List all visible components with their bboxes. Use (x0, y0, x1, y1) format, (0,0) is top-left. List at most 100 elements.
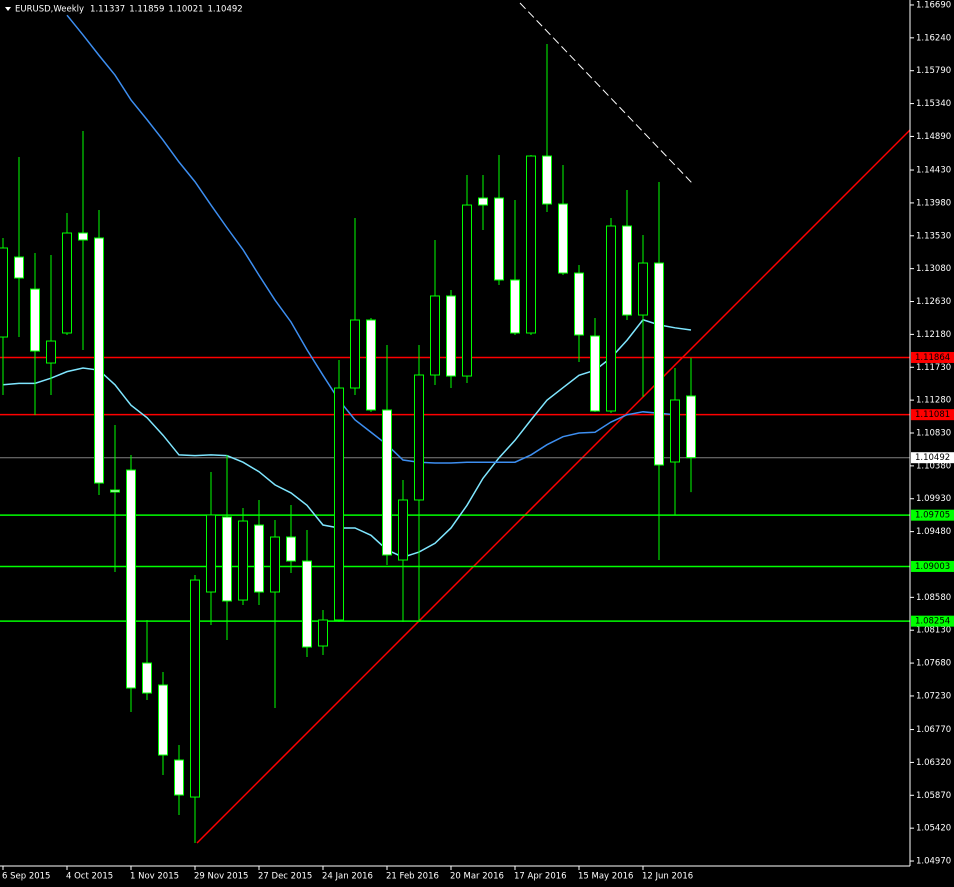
candle-body (46, 340, 56, 364)
y-tick-label: 1.09480 (916, 527, 951, 537)
y-tick-label: 1.04970 (916, 857, 951, 867)
y-tick-label: 1.16690 (916, 0, 951, 10)
y-tick-label: 1.13080 (916, 264, 951, 274)
candle-body (94, 237, 104, 484)
level-label: 1.10492 (915, 453, 950, 463)
x-tick-label: 20 Mar 2016 (450, 872, 504, 882)
candle-body (526, 155, 536, 334)
candle-body (238, 520, 248, 601)
candle-body (590, 335, 600, 412)
candle-body (190, 579, 200, 798)
candle-body (558, 203, 568, 274)
x-tick-label: 21 Feb 2016 (386, 872, 439, 882)
y-tick-label: 1.08130 (916, 626, 951, 636)
x-tick-label: 15 May 2016 (578, 872, 633, 882)
candle-body (0, 247, 8, 338)
candle-body (270, 536, 280, 593)
y-tick-label: 1.14890 (916, 132, 951, 142)
x-tick-label: 24 Jan 2016 (322, 872, 373, 882)
y-tick-label: 1.15340 (916, 99, 951, 109)
candle-body (638, 262, 648, 316)
y-tick-label: 1.12630 (916, 297, 951, 307)
candle-body (14, 256, 24, 279)
candle-body (670, 399, 680, 463)
plot-area (0, 2, 910, 844)
header-value: 1.11337 (90, 5, 125, 15)
candle-body (494, 197, 504, 281)
candle-body (606, 225, 616, 412)
chart-title: EURUSD,Weekly (15, 5, 84, 15)
menu-arrow[interactable] (5, 7, 11, 11)
y-tick-label: 1.12180 (916, 330, 951, 340)
x-tick-label: 1 Nov 2015 (130, 872, 179, 882)
level-label: 1.08254 (915, 617, 950, 627)
candle-body (78, 232, 88, 241)
header-value: 1.11859 (129, 5, 164, 15)
candle-body (574, 272, 584, 336)
level-label-box (911, 409, 954, 421)
y-tick-label: 1.13980 (916, 198, 951, 208)
candle-body (430, 295, 440, 376)
candle-body (350, 319, 360, 389)
trend-line (196, 129, 910, 844)
y-tick-label: 1.05870 (916, 791, 951, 801)
candle-body (174, 759, 184, 796)
candle-body (206, 514, 216, 593)
candle-body (222, 516, 232, 602)
y-tick-label: 1.10380 (916, 461, 951, 471)
moving-average-line (2, 318, 692, 558)
x-tick-label: 4 Oct 2015 (66, 872, 113, 882)
candle-body (366, 319, 376, 411)
candle-body (510, 279, 520, 334)
level-label-box (911, 615, 954, 627)
level-label-box (911, 509, 954, 521)
candle-body (318, 619, 328, 647)
level-label-box (911, 560, 954, 572)
level-label: 1.11864 (915, 353, 950, 363)
header-value: 1.10492 (208, 5, 243, 15)
candle-body (110, 489, 120, 493)
candle-body (302, 560, 312, 648)
y-tick-label: 1.08580 (916, 593, 951, 603)
x-tick-label: 12 Jun 2016 (642, 872, 693, 882)
candle-body (462, 204, 472, 377)
level-label-box (911, 452, 954, 464)
y-tick-label: 1.16240 (916, 33, 951, 43)
candle-body (62, 232, 72, 334)
moving-average-line (66, 14, 676, 464)
y-tick-label: 1.06320 (916, 758, 951, 768)
header-value: 1.10021 (168, 5, 203, 15)
candle-body (398, 499, 408, 561)
candle-body (142, 662, 152, 694)
y-tick-label: 1.06770 (916, 725, 951, 735)
x-tick-label: 29 Nov 2015 (194, 872, 248, 882)
candle-body (478, 197, 488, 206)
x-tick-label: 27 Dec 2015 (258, 872, 312, 882)
y-tick-label: 1.11280 (916, 396, 951, 406)
y-tick-label: 1.09930 (916, 494, 951, 504)
y-tick-label: 1.14430 (916, 166, 951, 176)
level-label: 1.09003 (915, 562, 950, 572)
candle-body (126, 469, 136, 689)
y-tick-label: 1.10830 (916, 429, 951, 439)
candle-body (622, 225, 632, 316)
candle-body (158, 684, 168, 756)
candle-body (286, 536, 296, 562)
candle-body (30, 288, 40, 352)
level-label-box (911, 351, 954, 363)
candle-body (446, 295, 456, 377)
level-label: 1.09705 (915, 511, 950, 521)
y-tick-label: 1.07680 (916, 659, 951, 669)
candle-body (254, 524, 264, 593)
y-tick-label: 1.05420 (916, 824, 951, 834)
y-tick-label: 1.11730 (916, 363, 951, 373)
y-tick-label: 1.15790 (916, 66, 951, 76)
y-tick-label: 1.07230 (916, 691, 951, 701)
candle-body (382, 409, 392, 556)
candle-body (334, 387, 344, 621)
candle-body (414, 374, 424, 501)
candle-body (542, 155, 552, 205)
